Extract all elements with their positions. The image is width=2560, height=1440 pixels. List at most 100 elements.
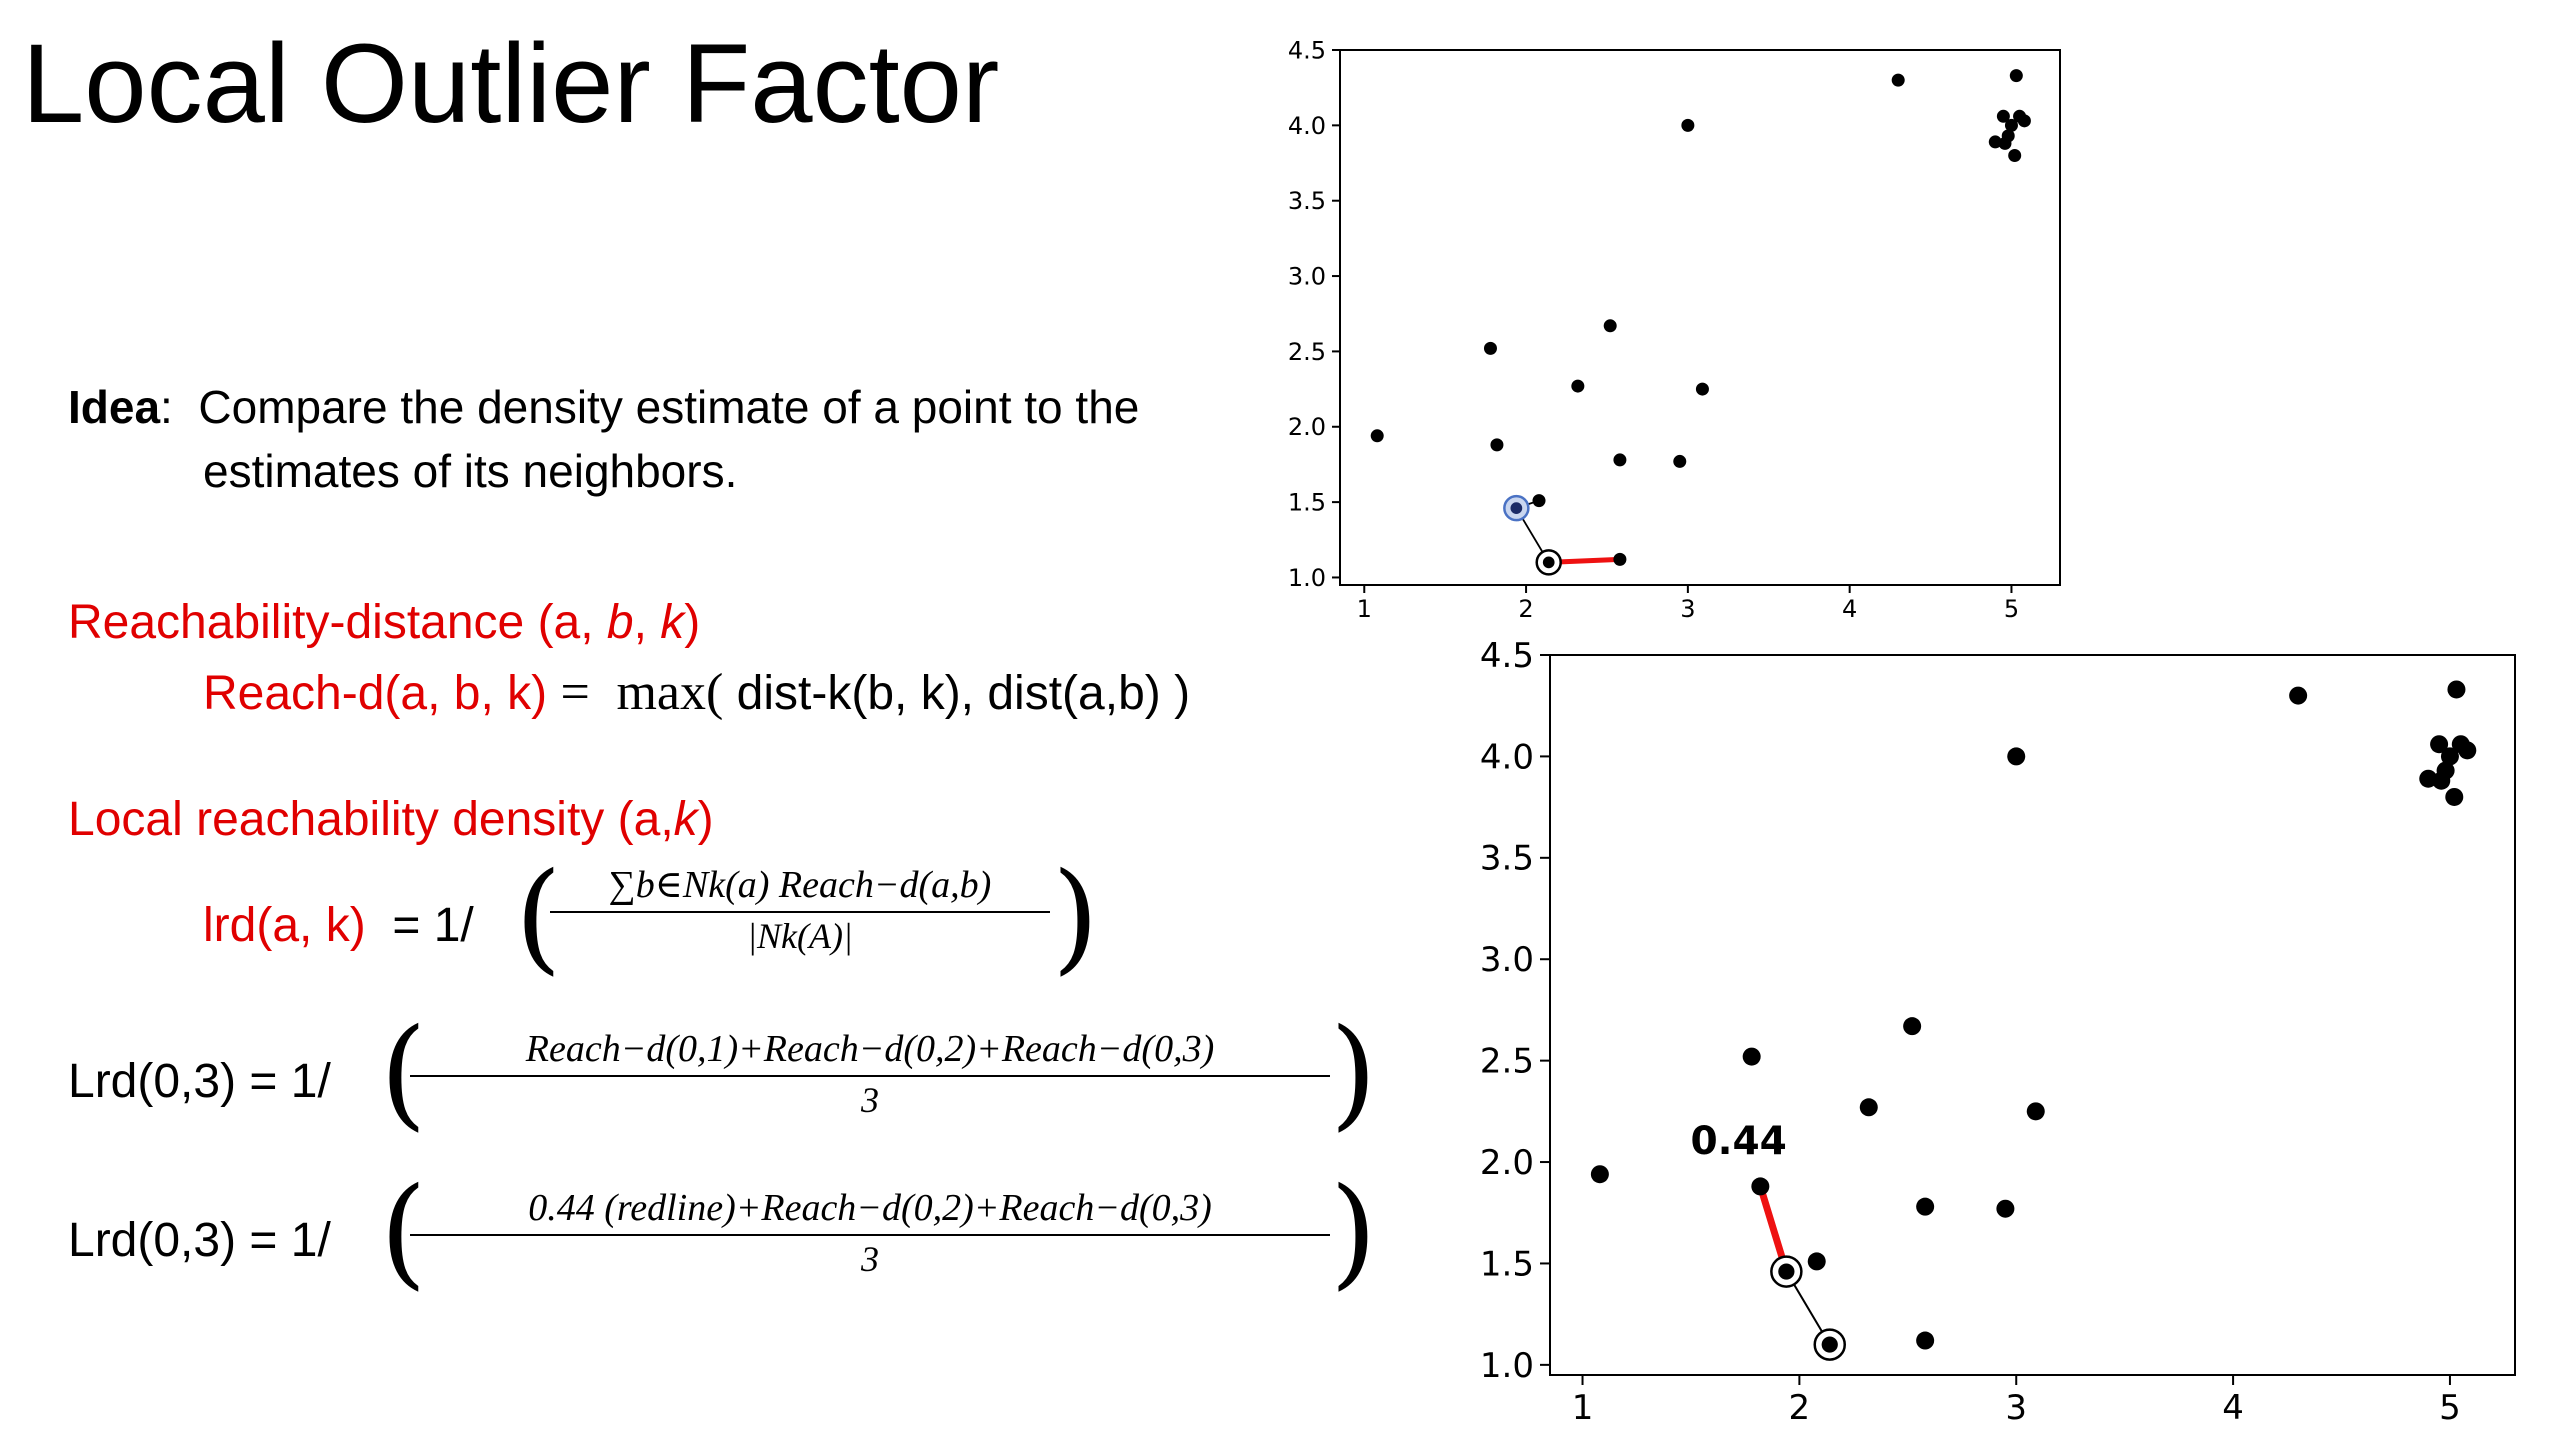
data-point <box>2440 747 2459 766</box>
example1-fraction-bar <box>410 1075 1330 1077</box>
x-tick-label: 3 <box>2005 1388 2027 1428</box>
data-point <box>1673 454 1687 468</box>
data-point <box>1996 1199 2015 1218</box>
idea-line1: Compare the density estimate of a point … <box>198 381 1140 433</box>
data-point <box>2432 771 2451 790</box>
data-point <box>1859 1098 1878 1117</box>
y-tick-label: 2.0 <box>1288 413 1326 441</box>
example1-right-paren: ) <box>1330 1004 1377 1143</box>
reachability-rhs: dist-k(b, k), dist(a,b) ) <box>723 667 1191 720</box>
lrd-fraction: ∑b∈Nk(a) Reach−d(a,b) |Nk(A)| <box>550 862 1050 957</box>
lrd-eq: = 1/ <box>392 899 474 952</box>
query-point <box>1778 1263 1795 1280</box>
example2-numerator: 0.44 (redline)+Reach−d(0,2)+Reach−d(0,3) <box>528 1187 1212 1229</box>
data-point <box>1490 438 1504 452</box>
data-point <box>1483 341 1497 355</box>
data-point <box>1916 1197 1935 1216</box>
example2-fraction-bar <box>410 1234 1330 1236</box>
lrd-fraction-bar <box>550 911 1050 913</box>
data-point <box>1370 429 1384 443</box>
scatter-plot-small: 1 2 3 4 5 1.0 1.5 2.0 2.5 3.0 3.5 4.0 4.5 <box>1288 36 2061 623</box>
reachability-formula: Reach-d(a, b, k) = max( dist-k(b, k), di… <box>203 663 1190 722</box>
data-point <box>2007 747 2026 766</box>
data-point <box>2289 686 2308 705</box>
x-tick-label: 4 <box>2222 1388 2244 1428</box>
data-point <box>2017 114 2031 128</box>
lrd-lhs: lrd(a, k) <box>203 899 366 952</box>
lrd-denominator: |Nk(A)| <box>747 916 853 956</box>
example2-lhs: Lrd(0,3) = 1/ <box>68 1214 331 1267</box>
data-point <box>1590 1165 1609 1184</box>
y-tick-label: 1.5 <box>1288 489 1326 517</box>
data-point <box>1988 135 2002 149</box>
neighbor-point <box>1542 556 1555 569</box>
idea-line2: estimates of its neighbors. <box>203 445 738 497</box>
data-point <box>1903 1017 1922 1036</box>
y-tick-label: 1.0 <box>1288 564 1326 592</box>
y-tick-label: 2.5 <box>1480 1042 1534 1082</box>
data-point <box>2008 148 2022 162</box>
x-tick-label: 5 <box>2439 1388 2461 1428</box>
reachability-max: max( <box>616 664 724 721</box>
slide-title: Local Outlier Factor <box>22 21 1000 146</box>
data-point <box>1613 552 1627 566</box>
data-point <box>1695 382 1709 396</box>
data-point <box>2458 741 2477 760</box>
example2-left-paren: ( <box>380 1163 427 1302</box>
data-point <box>1996 109 2010 123</box>
data-point <box>1742 1047 1761 1066</box>
data-point <box>1532 494 1546 508</box>
example1-lhs: Lrd(0,3) = 1/ <box>68 1055 331 1108</box>
lrd-numerator: ∑b∈Nk(a) Reach−d(a,b) <box>608 864 992 906</box>
data-point <box>1998 136 2012 150</box>
y-tick-label: 3.5 <box>1288 187 1326 215</box>
data-point <box>1807 1252 1826 1271</box>
x-tick-label: 3 <box>1680 595 1695 623</box>
data-point <box>2445 787 2464 806</box>
example1-left-paren: ( <box>380 1004 427 1143</box>
plot-frame <box>1339 49 2061 586</box>
y-tick-label: 4.0 <box>1480 737 1534 777</box>
data-point <box>1916 1331 1935 1350</box>
data-point <box>1603 319 1617 333</box>
data-point <box>2004 118 2018 132</box>
query-point <box>1510 502 1523 514</box>
y-tick-label: 2.0 <box>1480 1143 1534 1183</box>
y-tick-label: 3.0 <box>1288 262 1326 290</box>
y-tick-label: 2.5 <box>1288 338 1326 366</box>
example1-numerator: Reach−d(0,1)+Reach−d(0,2)+Reach−d(0,3) <box>525 1028 1215 1070</box>
y-tick-label: 1.5 <box>1480 1244 1534 1284</box>
x-tick-label: 5 <box>2004 595 2019 623</box>
reachability-heading-k: k <box>660 596 685 649</box>
example2-denominator: 3 <box>861 1239 879 1279</box>
lrd-formula: lrd(a, k) = 1/ <box>203 898 474 953</box>
data-point <box>1891 73 1905 87</box>
y-tick-label: 3.0 <box>1480 940 1534 980</box>
reachability-lhs: Reach-d(a, b, k) <box>203 667 548 720</box>
lrd-heading-k: k <box>673 793 698 846</box>
data-point <box>1681 118 1695 132</box>
data-point <box>2009 69 2023 83</box>
scatter-plot-large: 1 2 3 4 5 1.0 1.5 2.0 2.5 3.0 3.5 4.0 4.5 0.44 <box>1480 636 2516 1428</box>
x-tick-label: 2 <box>1518 595 1533 623</box>
y-tick-label: 3.5 <box>1480 839 1534 879</box>
plot-frame <box>1549 654 2516 1376</box>
x-tick-label: 1 <box>1357 595 1372 623</box>
y-tick-label: 4.5 <box>1288 36 1326 64</box>
data-point <box>2447 680 2466 699</box>
y-tick-label: 4.0 <box>1288 112 1326 140</box>
reachability-heading-b: b <box>606 596 634 649</box>
neighbor-point <box>1821 1336 1838 1353</box>
example2-right-paren: ) <box>1330 1163 1377 1302</box>
reachability-heading: Reachability-distance (a, b, k) <box>68 596 701 649</box>
example1-denominator: 3 <box>861 1080 879 1120</box>
lrd-left-paren: ( <box>515 848 562 987</box>
x-tick-label: 4 <box>1842 595 1857 623</box>
y-tick-label: 4.5 <box>1480 636 1534 676</box>
data-point <box>1613 453 1627 467</box>
x-tick-label: 2 <box>1789 1388 1811 1428</box>
x-tick-label: 1 <box>1572 1388 1594 1428</box>
data-point <box>1751 1177 1770 1196</box>
data-point <box>2026 1102 2045 1121</box>
idea-text: Idea: Compare the density estimate of a … <box>68 375 1139 503</box>
